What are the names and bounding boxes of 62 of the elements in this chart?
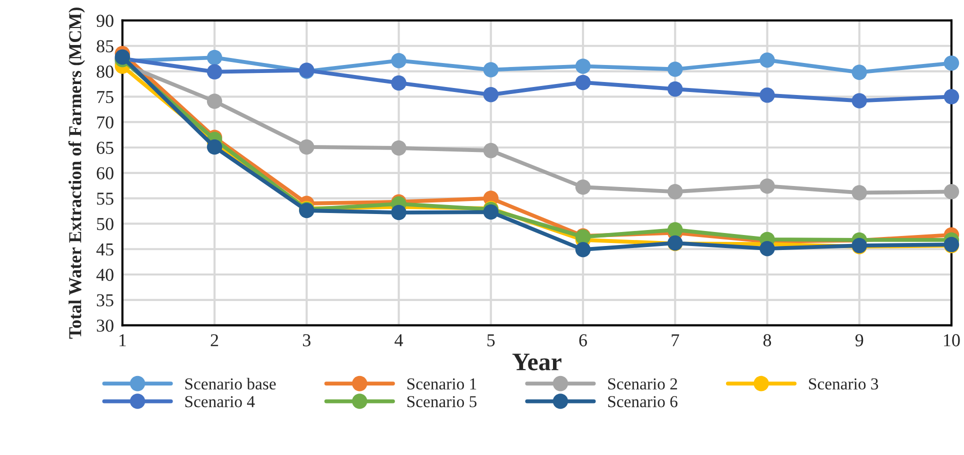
legend-label: Scenario 1 [407, 378, 476, 390]
y-tick-label: 50 [97, 218, 114, 230]
point [667, 222, 683, 238]
point [760, 52, 775, 68]
x-tick-label: 6 [579, 334, 587, 346]
x-axis-title: Year [512, 354, 562, 370]
y-tick-label: 30 [96, 320, 114, 332]
point [667, 81, 683, 97]
legend-label: Scenario 5 [407, 396, 476, 408]
y-tick-label: 85 [96, 40, 114, 52]
point [667, 184, 683, 200]
point [483, 142, 499, 158]
point [575, 179, 591, 195]
legend-label: Scenario 6 [608, 396, 678, 408]
y-tick-label: 45 [96, 243, 114, 256]
point [206, 64, 222, 80]
point [391, 140, 406, 156]
y-tick-label: 70 [97, 116, 114, 129]
point [760, 240, 775, 256]
y-tick-label: 40 [96, 268, 114, 281]
point [206, 50, 222, 66]
y-tick-label: 55 [97, 192, 114, 205]
y-tick-label: 90 [96, 14, 114, 27]
y-tick-label: 80 [96, 66, 114, 78]
point [944, 89, 960, 104]
x-tick-label: 7 [672, 334, 680, 346]
legend-label: Scenario 2 [608, 378, 678, 390]
point [944, 184, 960, 200]
x-tick-label: 1 [120, 334, 126, 346]
point [852, 185, 867, 200]
x-tick-label: 8 [763, 334, 772, 346]
point [483, 62, 499, 78]
x-tick-label: 4 [394, 334, 404, 346]
legend-label: Scenario 4 [185, 396, 255, 408]
point [760, 88, 775, 103]
x-tick-label: 2 [210, 334, 218, 346]
point [391, 75, 406, 91]
legend-label: Scenario 3 [809, 378, 878, 390]
x-tick-label: 3 [303, 334, 310, 346]
point [852, 64, 867, 80]
point [391, 204, 406, 220]
legend-label: Scenario base [185, 378, 276, 390]
point [667, 62, 683, 77]
y-axis-title: Total Water Extraction of Farmers (MCM) [68, 8, 85, 339]
point [391, 52, 406, 68]
y-tick-label: 60 [96, 167, 114, 180]
point [206, 139, 222, 155]
y-tick-label: 65 [96, 142, 114, 154]
point [575, 58, 591, 74]
y-tick-label: 75 [97, 91, 114, 104]
point [575, 242, 591, 258]
point [575, 74, 591, 90]
x-tick-label: 10 [944, 334, 960, 346]
point [206, 94, 222, 109]
point [483, 87, 499, 102]
x-tick-label: 5 [487, 334, 495, 346]
point [760, 178, 775, 194]
y-tick-label: 35 [96, 294, 114, 306]
point [944, 56, 960, 71]
point [852, 93, 867, 108]
point [299, 139, 314, 155]
x-tick-label: 9 [855, 334, 864, 346]
